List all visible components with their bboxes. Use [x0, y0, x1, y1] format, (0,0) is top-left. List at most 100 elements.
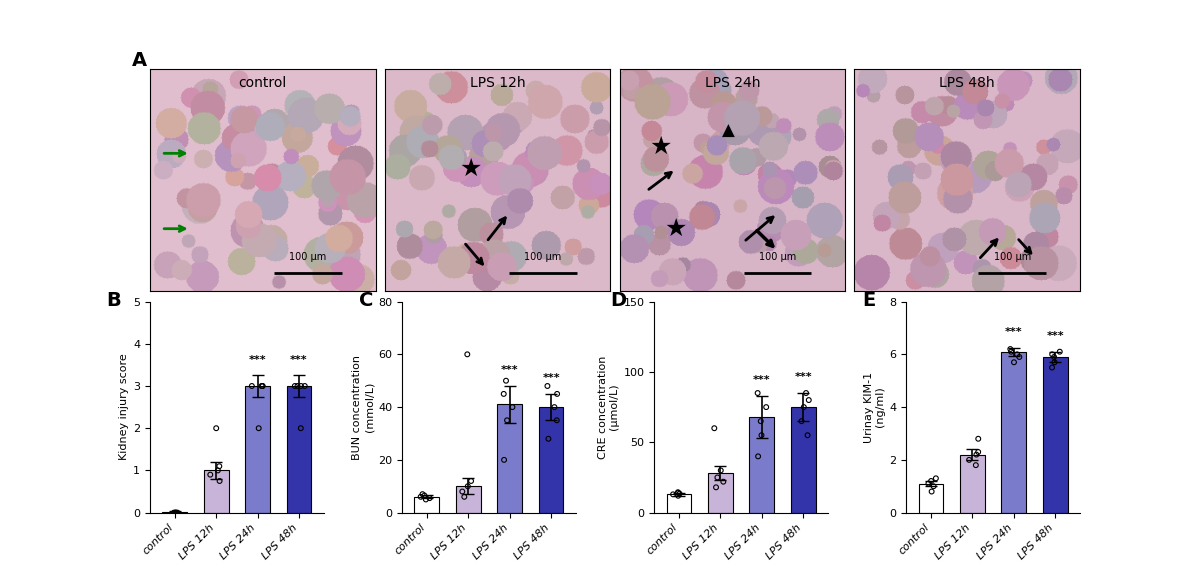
Bar [1043, 357, 1068, 513]
Text: 100 μm: 100 μm [524, 252, 562, 262]
Point [168, 508, 187, 517]
Point [457, 350, 476, 359]
Y-axis label: Kidney injury score: Kidney injury score [119, 354, 128, 460]
Point [295, 381, 314, 391]
Point [794, 403, 814, 412]
Text: ***: *** [794, 373, 812, 382]
Text: ▲: ▲ [721, 122, 734, 140]
Point [498, 416, 517, 425]
Point [668, 488, 688, 497]
Text: ***: *** [500, 365, 518, 376]
Point [1043, 363, 1062, 372]
Point [708, 473, 727, 482]
Y-axis label: BUN concentration
(mmol/L): BUN concentration (mmol/L) [353, 355, 374, 460]
Y-axis label: CRE concentration
(μmol/L): CRE concentration (μmol/L) [598, 355, 619, 459]
Text: ***: *** [1004, 327, 1022, 337]
Bar [1001, 352, 1026, 513]
Point [200, 470, 220, 479]
Text: D: D [611, 291, 626, 310]
Point [288, 381, 307, 391]
Text: E: E [863, 291, 876, 310]
Text: LPS 24h: LPS 24h [704, 76, 760, 90]
Point [1001, 344, 1020, 354]
Point [545, 403, 564, 412]
Text: A: A [132, 51, 148, 70]
Point [714, 477, 733, 486]
Text: ★: ★ [649, 135, 671, 159]
Point [494, 455, 514, 464]
Point [253, 381, 272, 391]
Point [704, 423, 724, 433]
Point [252, 381, 271, 391]
Text: control: control [239, 76, 287, 90]
Point [668, 488, 688, 498]
Bar [204, 471, 229, 513]
Point [922, 487, 941, 496]
Point [960, 455, 979, 464]
Point [966, 461, 985, 470]
Point [452, 487, 472, 496]
Text: 100 μm: 100 μm [289, 252, 326, 262]
Bar [749, 417, 774, 513]
Point [416, 495, 436, 504]
Point [455, 492, 474, 502]
Text: 100 μm: 100 μm [758, 252, 796, 262]
Text: ***: *** [290, 355, 308, 365]
Point [664, 490, 683, 499]
Bar [414, 497, 439, 513]
Point [1045, 358, 1064, 367]
Point [242, 381, 262, 391]
Point [413, 490, 432, 499]
Bar [245, 386, 270, 513]
Text: ***: *** [248, 355, 266, 365]
Point [756, 403, 775, 412]
Point [420, 494, 439, 503]
Point [748, 388, 767, 397]
Text: ***: *** [1046, 331, 1064, 341]
Point [292, 423, 311, 433]
Point [798, 431, 817, 440]
Text: B: B [107, 291, 121, 310]
Bar [456, 486, 481, 513]
Point [922, 476, 941, 486]
Point [751, 416, 770, 426]
Point [792, 416, 811, 426]
Point [503, 403, 522, 412]
Point [250, 423, 269, 433]
Point [670, 489, 689, 498]
Point [1050, 347, 1069, 357]
Point [712, 466, 731, 475]
Bar [708, 473, 733, 513]
Point [797, 388, 816, 397]
Bar [960, 454, 985, 513]
Point [968, 448, 988, 457]
Bar [162, 512, 187, 513]
Point [206, 423, 226, 433]
Point [547, 389, 566, 399]
Text: ***: *** [542, 373, 560, 384]
Point [752, 431, 772, 440]
Point [210, 476, 229, 486]
Point [210, 461, 229, 471]
Point [209, 466, 228, 475]
Point [967, 450, 986, 459]
Text: ★: ★ [665, 217, 688, 241]
Point [919, 479, 938, 488]
Bar [791, 407, 816, 513]
Text: ★: ★ [460, 157, 481, 181]
Point [412, 492, 431, 502]
Point [1008, 350, 1027, 359]
Point [166, 508, 185, 517]
Text: LPS 48h: LPS 48h [940, 76, 995, 90]
Point [968, 434, 988, 444]
Text: 100 μm: 100 μm [994, 252, 1031, 262]
Text: ***: *** [752, 376, 770, 385]
Point [494, 389, 514, 399]
Point [458, 482, 478, 491]
Point [1043, 350, 1062, 359]
Point [415, 491, 434, 500]
Point [286, 381, 305, 391]
Point [926, 473, 946, 483]
Text: C: C [359, 291, 373, 310]
Point [799, 396, 818, 405]
